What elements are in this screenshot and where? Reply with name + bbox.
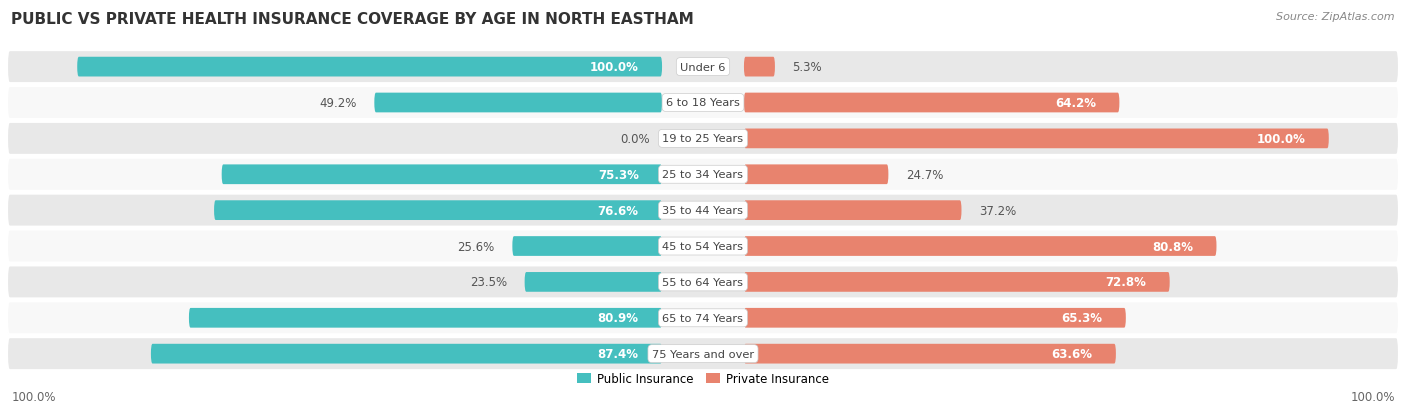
Text: 87.4%: 87.4% — [598, 347, 638, 360]
Text: 72.8%: 72.8% — [1105, 276, 1146, 289]
FancyBboxPatch shape — [7, 158, 1399, 191]
Text: 75 Years and over: 75 Years and over — [652, 349, 754, 359]
Text: 64.2%: 64.2% — [1054, 97, 1097, 110]
FancyBboxPatch shape — [7, 51, 1399, 84]
FancyBboxPatch shape — [744, 273, 1170, 292]
FancyBboxPatch shape — [188, 308, 662, 328]
Text: 63.6%: 63.6% — [1052, 347, 1092, 360]
FancyBboxPatch shape — [744, 237, 1216, 256]
Text: Source: ZipAtlas.com: Source: ZipAtlas.com — [1277, 12, 1395, 22]
Text: 100.0%: 100.0% — [1257, 133, 1305, 145]
Text: 0.0%: 0.0% — [620, 133, 651, 145]
FancyBboxPatch shape — [512, 237, 662, 256]
FancyBboxPatch shape — [7, 266, 1399, 299]
FancyBboxPatch shape — [524, 273, 662, 292]
Text: 75.3%: 75.3% — [598, 169, 638, 181]
FancyBboxPatch shape — [744, 344, 1116, 364]
Text: Under 6: Under 6 — [681, 62, 725, 72]
FancyBboxPatch shape — [7, 194, 1399, 227]
Text: 37.2%: 37.2% — [979, 204, 1017, 217]
Text: 80.8%: 80.8% — [1152, 240, 1194, 253]
FancyBboxPatch shape — [7, 337, 1399, 370]
Text: 25 to 34 Years: 25 to 34 Years — [662, 170, 744, 180]
FancyBboxPatch shape — [7, 301, 1399, 335]
FancyBboxPatch shape — [744, 57, 775, 77]
FancyBboxPatch shape — [222, 165, 662, 185]
Text: 100.0%: 100.0% — [11, 390, 56, 403]
FancyBboxPatch shape — [744, 93, 1119, 113]
FancyBboxPatch shape — [214, 201, 662, 221]
Text: 45 to 54 Years: 45 to 54 Years — [662, 242, 744, 252]
Text: 6 to 18 Years: 6 to 18 Years — [666, 98, 740, 108]
FancyBboxPatch shape — [744, 201, 962, 221]
Text: 19 to 25 Years: 19 to 25 Years — [662, 134, 744, 144]
Text: 100.0%: 100.0% — [1350, 390, 1395, 403]
Text: 24.7%: 24.7% — [905, 169, 943, 181]
Text: 49.2%: 49.2% — [319, 97, 357, 110]
Text: 55 to 64 Years: 55 to 64 Years — [662, 277, 744, 287]
Text: 65 to 74 Years: 65 to 74 Years — [662, 313, 744, 323]
FancyBboxPatch shape — [77, 57, 662, 77]
Text: 65.3%: 65.3% — [1062, 311, 1102, 325]
Text: 5.3%: 5.3% — [793, 61, 823, 74]
Text: 25.6%: 25.6% — [457, 240, 495, 253]
FancyBboxPatch shape — [744, 165, 889, 185]
Text: 100.0%: 100.0% — [589, 61, 638, 74]
Legend: Public Insurance, Private Insurance: Public Insurance, Private Insurance — [572, 368, 834, 390]
Text: 80.9%: 80.9% — [598, 311, 638, 325]
Text: 23.5%: 23.5% — [470, 276, 508, 289]
Text: PUBLIC VS PRIVATE HEALTH INSURANCE COVERAGE BY AGE IN NORTH EASTHAM: PUBLIC VS PRIVATE HEALTH INSURANCE COVER… — [11, 12, 695, 27]
FancyBboxPatch shape — [744, 308, 1126, 328]
Text: 35 to 44 Years: 35 to 44 Years — [662, 206, 744, 216]
FancyBboxPatch shape — [7, 123, 1399, 156]
FancyBboxPatch shape — [7, 230, 1399, 263]
FancyBboxPatch shape — [744, 129, 1329, 149]
FancyBboxPatch shape — [150, 344, 662, 364]
FancyBboxPatch shape — [7, 87, 1399, 120]
FancyBboxPatch shape — [374, 93, 662, 113]
Text: 76.6%: 76.6% — [598, 204, 638, 217]
